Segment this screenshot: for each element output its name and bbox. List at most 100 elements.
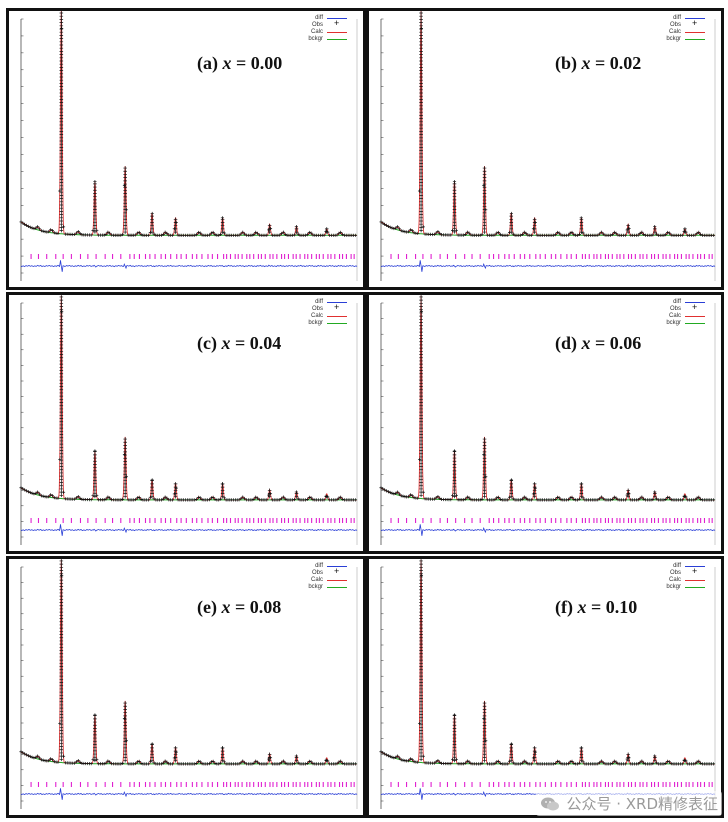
obs-point bbox=[163, 759, 167, 763]
obs-point bbox=[432, 232, 436, 237]
obs-point bbox=[509, 752, 514, 757]
obs-point bbox=[278, 762, 282, 766]
obs-point bbox=[651, 233, 655, 237]
obs-point bbox=[74, 760, 79, 764]
obs-point bbox=[50, 229, 55, 233]
obs-point bbox=[267, 755, 272, 760]
obs-point bbox=[93, 752, 97, 756]
obs-point bbox=[419, 687, 423, 691]
obs-point bbox=[23, 488, 27, 492]
obs-point bbox=[392, 226, 396, 231]
obs-point bbox=[267, 758, 272, 763]
obs-point bbox=[509, 482, 514, 486]
obs-point bbox=[419, 46, 423, 51]
obs-point bbox=[59, 116, 64, 121]
obs-point bbox=[711, 233, 716, 237]
obs-point bbox=[419, 578, 423, 582]
obs-point bbox=[419, 493, 423, 498]
obs-point bbox=[59, 203, 64, 207]
obs-point bbox=[419, 187, 423, 191]
obs-point bbox=[123, 491, 127, 496]
obs-point bbox=[532, 230, 537, 234]
obs-point bbox=[220, 491, 225, 496]
obs-point bbox=[137, 230, 141, 235]
obs-point bbox=[123, 466, 127, 470]
obs-point bbox=[482, 701, 487, 705]
obs-point bbox=[507, 759, 512, 763]
obs-points bbox=[19, 11, 358, 237]
obs-point bbox=[417, 457, 422, 462]
obs-point bbox=[482, 478, 487, 483]
obs-point bbox=[59, 559, 64, 563]
obs-point bbox=[59, 68, 64, 73]
legend-entry-calc: Calc bbox=[666, 577, 705, 584]
obs-point bbox=[48, 228, 53, 232]
obs-point bbox=[93, 733, 97, 737]
obs-point bbox=[664, 761, 668, 765]
obs-point bbox=[412, 231, 416, 235]
obs-point bbox=[159, 233, 164, 237]
obs-point bbox=[638, 760, 642, 764]
obs-point bbox=[59, 129, 64, 134]
obs-point bbox=[408, 228, 412, 232]
obs-point bbox=[553, 233, 558, 237]
obs-point bbox=[683, 227, 687, 231]
obs-point bbox=[218, 232, 223, 236]
obs-point bbox=[465, 759, 469, 763]
obs-point bbox=[640, 495, 644, 499]
obs-point bbox=[406, 758, 411, 763]
obs-point bbox=[482, 450, 487, 454]
obs-point bbox=[93, 720, 97, 724]
obs-point bbox=[482, 453, 487, 457]
obs-point bbox=[173, 749, 178, 753]
obs-point bbox=[394, 491, 398, 495]
obs-point bbox=[59, 336, 64, 341]
obs-point bbox=[93, 494, 97, 499]
obs-point bbox=[59, 94, 64, 99]
legend-entry-bckgr: bckgr bbox=[666, 584, 705, 591]
obs-point bbox=[640, 759, 644, 763]
obs-point bbox=[653, 494, 657, 499]
obs-point bbox=[419, 391, 423, 395]
obs-point bbox=[123, 462, 127, 467]
legend-entry-diff: diff bbox=[308, 299, 347, 306]
obs-point bbox=[59, 91, 64, 95]
obs-point bbox=[452, 462, 457, 467]
legend-label: bckgr bbox=[308, 584, 323, 590]
obs-point bbox=[419, 155, 423, 159]
obs-point bbox=[626, 488, 630, 493]
legend-entry-calc: Calc bbox=[308, 577, 347, 584]
obs-point bbox=[419, 301, 423, 306]
obs-point bbox=[419, 594, 423, 598]
obs-point bbox=[419, 327, 423, 331]
obs-point bbox=[507, 495, 512, 499]
obs-point bbox=[173, 758, 178, 763]
obs-point bbox=[108, 496, 112, 500]
obs-point bbox=[59, 712, 64, 717]
legend-key: + bbox=[334, 18, 340, 28]
obs-point bbox=[121, 232, 125, 237]
obs-point bbox=[78, 496, 82, 500]
obs-point bbox=[59, 664, 64, 669]
obs-point bbox=[150, 742, 154, 747]
obs-point bbox=[59, 725, 64, 730]
obs-point bbox=[570, 495, 574, 499]
obs-point bbox=[509, 223, 514, 228]
legend-key bbox=[327, 36, 347, 43]
obs-point bbox=[452, 220, 457, 225]
obs-point bbox=[173, 227, 178, 231]
obs-point bbox=[509, 214, 514, 218]
obs-point bbox=[59, 317, 64, 322]
obs-point bbox=[695, 496, 699, 500]
obs-point bbox=[419, 445, 423, 450]
legend-entry-calc: Calc bbox=[666, 29, 705, 36]
obs-point bbox=[93, 182, 97, 186]
obs-point bbox=[220, 746, 225, 750]
obs-point bbox=[123, 707, 127, 712]
obs-point bbox=[59, 126, 64, 130]
obs-point bbox=[150, 758, 154, 763]
obs-point bbox=[482, 175, 487, 180]
obs-point bbox=[102, 762, 106, 766]
obs-point bbox=[59, 301, 64, 306]
diff-line bbox=[380, 524, 716, 536]
